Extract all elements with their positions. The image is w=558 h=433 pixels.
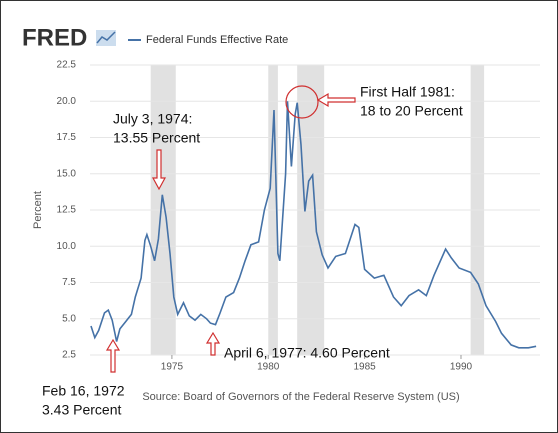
- annotation: 18 to 20 Percent: [360, 103, 463, 119]
- annotation: July 3, 1974:: [113, 111, 192, 127]
- y-axis-label: Percent: [32, 191, 44, 229]
- y-tick-label: 20.0: [57, 96, 77, 107]
- annotation: First Half 1981:: [360, 84, 455, 100]
- source: Source: Board of Governors of the Federa…: [142, 391, 459, 403]
- legend-label: Federal Funds Effective Rate: [146, 34, 288, 46]
- y-tick-label: 15.0: [57, 168, 77, 179]
- annotation: 3.43 Percent: [42, 402, 121, 418]
- x-tick-label: 1985: [354, 362, 377, 373]
- annotation: Feb 16, 1972: [42, 383, 125, 399]
- x-tick-label: 1975: [161, 362, 184, 373]
- y-tick-label: 2.5: [62, 350, 76, 361]
- logo-icon: [96, 30, 116, 46]
- logo: FRED: [22, 24, 87, 51]
- y-tick-label: 7.5: [62, 277, 76, 288]
- y-tick-label: 22.5: [57, 60, 77, 71]
- series-line: [90, 101, 537, 349]
- x-tick-label: 1980: [257, 362, 280, 373]
- annotation-arrows: [105, 85, 356, 373]
- y-tick-label: 12.5: [57, 205, 77, 216]
- y-tick-label: 17.5: [57, 132, 77, 143]
- y-tick-label: 10.0: [57, 241, 77, 252]
- x-tick-label: 1990: [450, 362, 473, 373]
- logo-icon: [96, 31, 116, 44]
- annotation: April 6, 1977: 4.60 Percent: [224, 345, 390, 361]
- annotation: 13.55 Percent: [113, 130, 200, 146]
- y-tick-label: 5.0: [62, 313, 76, 324]
